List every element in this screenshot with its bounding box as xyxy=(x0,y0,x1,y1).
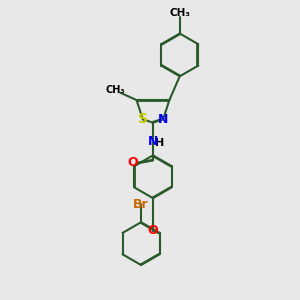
Text: N: N xyxy=(148,136,158,148)
Text: O: O xyxy=(128,156,138,169)
Text: N: N xyxy=(158,113,168,126)
Text: S: S xyxy=(138,112,148,126)
Text: CH₃: CH₃ xyxy=(169,8,190,18)
Text: CH₃: CH₃ xyxy=(105,85,125,95)
Text: H: H xyxy=(155,138,164,148)
Text: O: O xyxy=(148,224,158,237)
Text: Br: Br xyxy=(133,198,149,211)
